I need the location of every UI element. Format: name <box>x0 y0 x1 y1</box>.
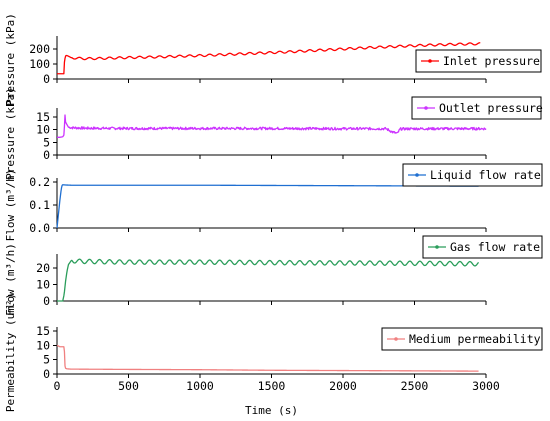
legend-box <box>402 163 543 187</box>
y-tick-label: 0.1 <box>29 198 50 212</box>
x-tick-label: 0 <box>54 379 61 393</box>
y-tick-label: 0.2 <box>29 175 50 189</box>
legend-box <box>411 96 542 120</box>
legend-label: Medium permeability <box>409 332 541 346</box>
y-axis-title: Pressure (kPa) <box>4 13 17 106</box>
series-line-liquid <box>56 184 479 229</box>
legend-swatch-marker <box>394 337 398 341</box>
x-tick-label: 3000 <box>472 379 500 393</box>
y-tick-label: 0 <box>43 294 50 308</box>
y-tick-label: 0 <box>43 72 50 86</box>
y-tick-label: 20 <box>36 261 50 275</box>
legend-perm: Medium permeability <box>381 327 543 351</box>
legend-swatch-marker <box>415 173 419 177</box>
legend-liquid: Liquid flow rate <box>402 163 543 187</box>
y-axis-title: Flow (m³/h) <box>4 169 17 242</box>
x-tick-label: 1000 <box>186 379 214 393</box>
legend-box <box>381 327 543 351</box>
y-tick-label: 10 <box>36 123 50 137</box>
legend-box <box>422 235 543 259</box>
series-line-inlet <box>56 42 481 75</box>
x-axis-title: Time (s) <box>245 404 298 417</box>
legend-label: Outlet pressure <box>439 101 543 115</box>
y-tick-label: 100 <box>29 57 50 71</box>
series-line-gas <box>56 258 480 302</box>
y-tick-label: 10 <box>36 277 50 291</box>
y-tick-label: 10 <box>36 338 50 352</box>
legend-swatch-marker <box>435 245 439 249</box>
panel-liquid: 0.0 0.1 0.2 Flow (m³/h) Liquid flow rate <box>4 163 543 242</box>
y-axis-title: Pressure (kPa) <box>4 87 17 180</box>
y-tick-label: 0 <box>43 148 50 162</box>
series-line-perm <box>56 344 479 372</box>
y-axis-title: Permeability (um²) <box>4 293 17 412</box>
y-tick-label: 15 <box>36 110 50 124</box>
legend-gas: Gas flow rate <box>422 235 543 259</box>
x-tick-label: 1500 <box>258 379 286 393</box>
y-axis-title: Flow (m³/h) <box>4 243 17 316</box>
y-tick-label: 5 <box>43 353 50 367</box>
y-tick-label: 0.0 <box>29 221 50 235</box>
panel-gas: 0 10 20 Flow (m³/h) Gas flow rate <box>4 235 543 316</box>
legend-outlet: Outlet pressure <box>411 96 543 120</box>
y-tick-label: 0 <box>43 367 50 381</box>
legend-swatch-marker <box>424 106 428 110</box>
y-tick-label: 5 <box>43 135 50 149</box>
legend-label: Inlet pressure <box>443 54 540 68</box>
y-tick-label: 15 <box>36 324 50 338</box>
legend-swatch-marker <box>428 59 432 63</box>
series-line-outlet <box>56 114 487 138</box>
legend-inlet: Inlet pressure <box>415 49 542 73</box>
legend-box <box>415 49 542 73</box>
x-tick-label: 2000 <box>329 379 357 393</box>
legend-label: Liquid flow rate <box>430 168 541 182</box>
x-tick-label: 500 <box>118 379 139 393</box>
legend-label: Gas flow rate <box>450 240 540 254</box>
x-tick-label: 2500 <box>401 379 429 393</box>
y-tick-label: 200 <box>29 42 50 56</box>
